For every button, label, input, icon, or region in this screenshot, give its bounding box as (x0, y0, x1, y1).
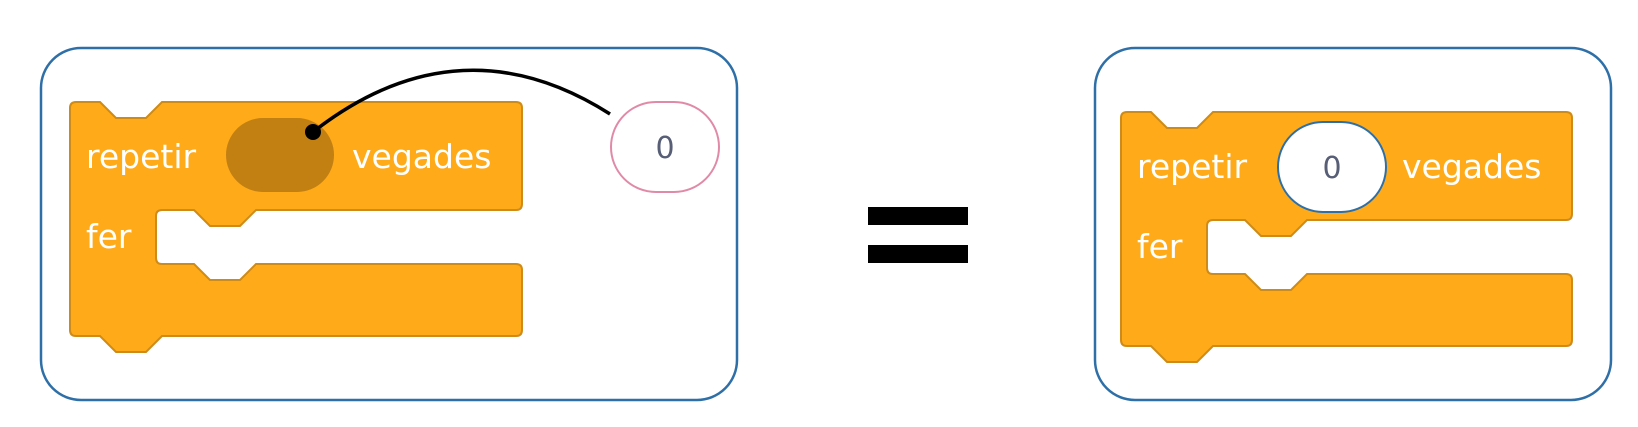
after-repeat-label: repetir (1137, 147, 1248, 186)
after-repeat-block (1120, 111, 1573, 363)
after-times-label: vegades (1402, 147, 1541, 186)
after-panel: 0 repetir vegades fer (1093, 46, 1613, 402)
before-do-label: fer (86, 217, 132, 256)
after-do-label: fer (1137, 227, 1183, 266)
before-panel: repetir vegades fer 0 (39, 46, 739, 402)
after-inserted-value: 0 (1322, 151, 1341, 186)
insert-connector-line (311, 68, 611, 134)
before-repeat-label: repetir (86, 137, 197, 176)
equals-sign (868, 207, 968, 263)
before-repeat-block (69, 101, 523, 353)
insert-connector-dot (305, 124, 321, 140)
equals-bar-bottom (868, 245, 968, 263)
before-loose-value: 0 (655, 131, 674, 166)
before-times-label: vegades (352, 137, 491, 176)
after-inserted-value-reporter[interactable] (1277, 121, 1387, 213)
before-loose-value-reporter[interactable] (610, 101, 720, 193)
equals-bar-top (868, 207, 968, 225)
